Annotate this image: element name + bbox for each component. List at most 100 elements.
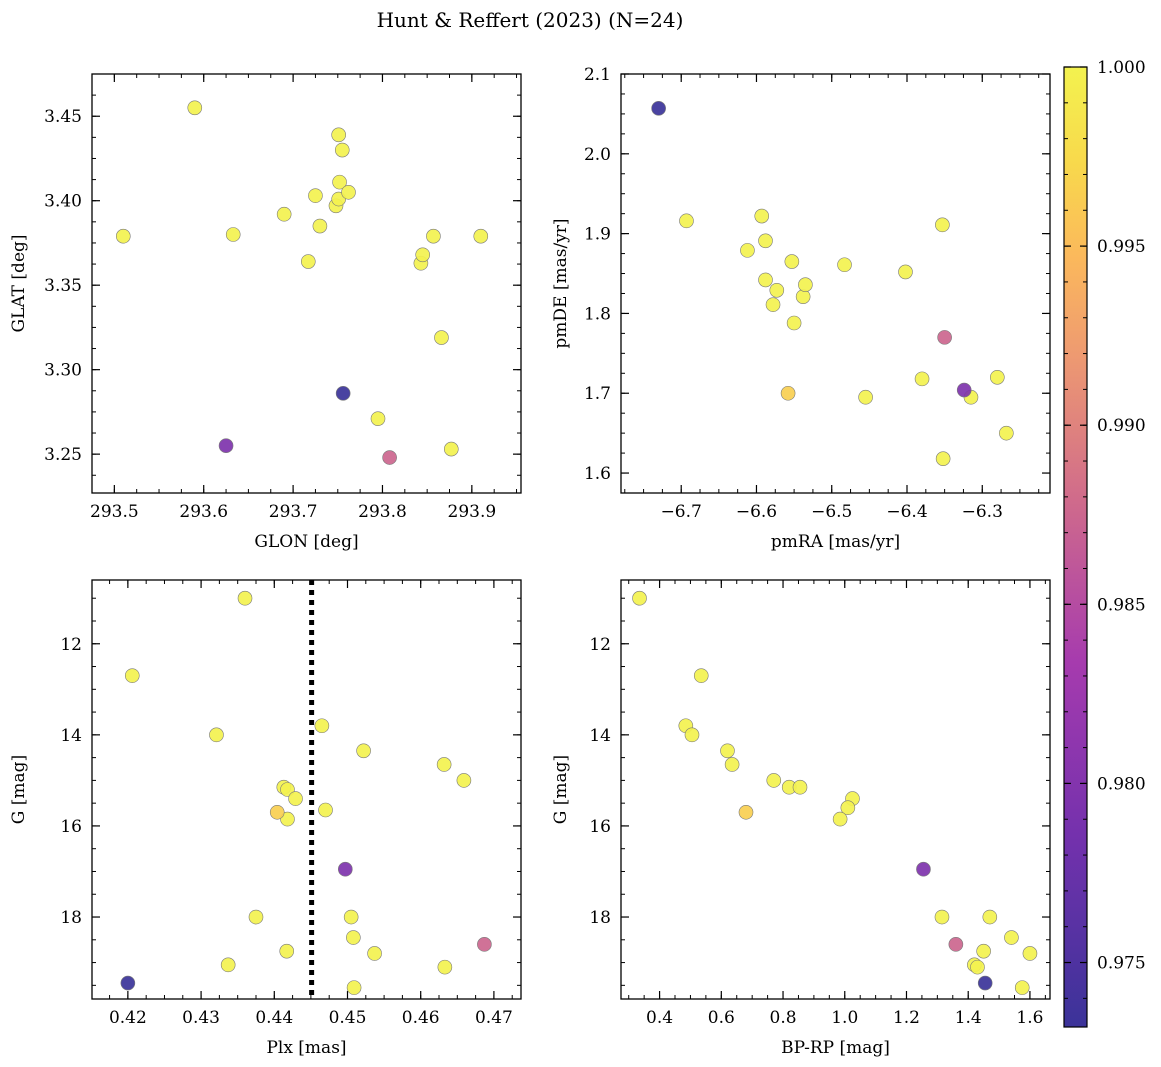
colorbar-tick-label: 0.985 — [1097, 595, 1146, 615]
data-point — [720, 743, 735, 759]
scatter-panel-glon-glat: 293.5 293.6 293.7 293.8 293.9 3.25 3.30 3.35 3.4… — [9, 73, 522, 552]
data-point — [858, 389, 873, 405]
data-point — [341, 184, 356, 200]
data-point — [473, 228, 489, 244]
data-point — [1022, 946, 1038, 961]
data-point — [898, 264, 913, 280]
data-point — [346, 930, 361, 945]
data-point — [795, 289, 811, 304]
y-tick-label: 3.45 — [44, 107, 82, 127]
data-point — [338, 861, 353, 877]
data-point — [308, 188, 323, 203]
data-point — [187, 100, 203, 116]
data-point — [754, 208, 770, 224]
data-point — [935, 451, 951, 466]
y-tick-label: 18 — [60, 908, 82, 928]
data-point — [837, 257, 852, 273]
data-point — [356, 743, 371, 759]
y-tick-label: 3.25 — [44, 445, 82, 465]
x-tick-label: 1.2 — [893, 1008, 920, 1028]
data-point — [916, 861, 931, 877]
data-point — [312, 218, 328, 234]
x-tick-label: 0.46 — [402, 1008, 440, 1028]
data-point — [679, 213, 694, 229]
y-tick-label: 12 — [60, 635, 82, 655]
y-tick-label: 12 — [589, 635, 611, 655]
data-point — [934, 909, 950, 925]
data-point — [220, 957, 236, 973]
data-point — [758, 272, 773, 288]
data-point — [990, 369, 1005, 385]
data-point — [740, 243, 755, 258]
x-tick-label: 0.47 — [475, 1008, 513, 1028]
data-point — [415, 247, 430, 263]
data-point — [999, 425, 1014, 441]
data-point — [1014, 980, 1030, 995]
x-tick-label: 0.43 — [182, 1008, 220, 1028]
y-tick-label: 2.0 — [584, 145, 611, 165]
x-tick-label: 293.6 — [179, 502, 228, 522]
x-axis-label: Plx [mas] — [266, 1038, 346, 1058]
colorbar-tick-label: 0.995 — [1097, 237, 1146, 257]
data-point — [314, 718, 330, 734]
data-point — [937, 330, 952, 345]
data-point — [765, 297, 781, 312]
y-tick-label: 1.7 — [584, 384, 611, 404]
colorbar: 0.975 0.980 0.985 0.990 0.995 1.000 — [1063, 58, 1146, 1028]
data-point — [977, 975, 993, 991]
data-point — [935, 217, 950, 233]
y-tick-label: 3.30 — [44, 361, 82, 381]
data-point — [370, 411, 386, 426]
x-tick-label: 0.6 — [708, 1008, 735, 1028]
x-tick-label: −6.4 — [886, 502, 927, 522]
data-point — [1004, 930, 1019, 945]
data-point — [382, 450, 397, 465]
x-tick-label: 293.9 — [448, 502, 497, 522]
data-point — [346, 980, 362, 995]
data-point — [443, 441, 459, 457]
data-point — [225, 227, 241, 242]
data-point — [318, 802, 333, 818]
data-point — [786, 315, 802, 331]
data-point — [248, 909, 264, 925]
data-point — [331, 127, 346, 143]
data-point — [693, 668, 709, 683]
data-point — [976, 943, 991, 959]
data-point — [784, 254, 800, 269]
data-point — [724, 757, 740, 772]
data-point — [276, 206, 292, 222]
x-tick-label: 0.44 — [255, 1008, 293, 1028]
data-point — [335, 386, 351, 401]
x-tick-label: −6.6 — [736, 502, 777, 522]
x-axis-label: GLON [deg] — [254, 532, 358, 552]
data-point — [124, 668, 140, 683]
x-tick-label: −6.5 — [811, 502, 852, 522]
data-point — [343, 909, 359, 925]
data-point — [209, 727, 224, 743]
scatter-panel-plx-g: 0.42 0.43 0.44 0.45 0.46 0.47 12 14 16 18 Plx [mas… — [9, 579, 522, 1058]
y-tick-label: 1.8 — [584, 304, 611, 324]
data-point — [218, 438, 234, 453]
x-axis-label: BP-RP [mag] — [781, 1038, 890, 1058]
x-tick-label: −6.7 — [661, 502, 702, 522]
scatter-panel-bprp-g: 0.4 0.6 0.8 1.0 1.2 1.4 1.6 12 14 16 18 BP-RP [mag]… — [551, 579, 1051, 1058]
scatter-panel-pmra-pmde: −6.7 −6.6 −6.5 −6.4 −6.3 1.6 1.7 1.8 1.9 2.0 2.1 pm… — [551, 65, 1051, 552]
data-point — [332, 174, 347, 190]
x-tick-label: 1.4 — [955, 1008, 982, 1028]
data-point — [300, 254, 316, 269]
data-point — [948, 937, 964, 952]
data-point — [367, 946, 382, 961]
data-point — [632, 590, 647, 606]
data-point — [766, 773, 782, 788]
x-tick-label: 293.8 — [358, 502, 407, 522]
y-tick-label: 16 — [589, 817, 611, 837]
data-point — [780, 385, 796, 401]
y-tick-label: 18 — [589, 908, 611, 928]
axes-frame — [620, 73, 1051, 494]
data-point — [288, 791, 303, 806]
data-point — [651, 101, 666, 116]
x-axis-label: pmRA [mas/yr] — [771, 532, 900, 552]
data-point — [982, 909, 998, 925]
data-point — [426, 228, 441, 244]
y-axis-label: G [mag] — [9, 755, 29, 824]
